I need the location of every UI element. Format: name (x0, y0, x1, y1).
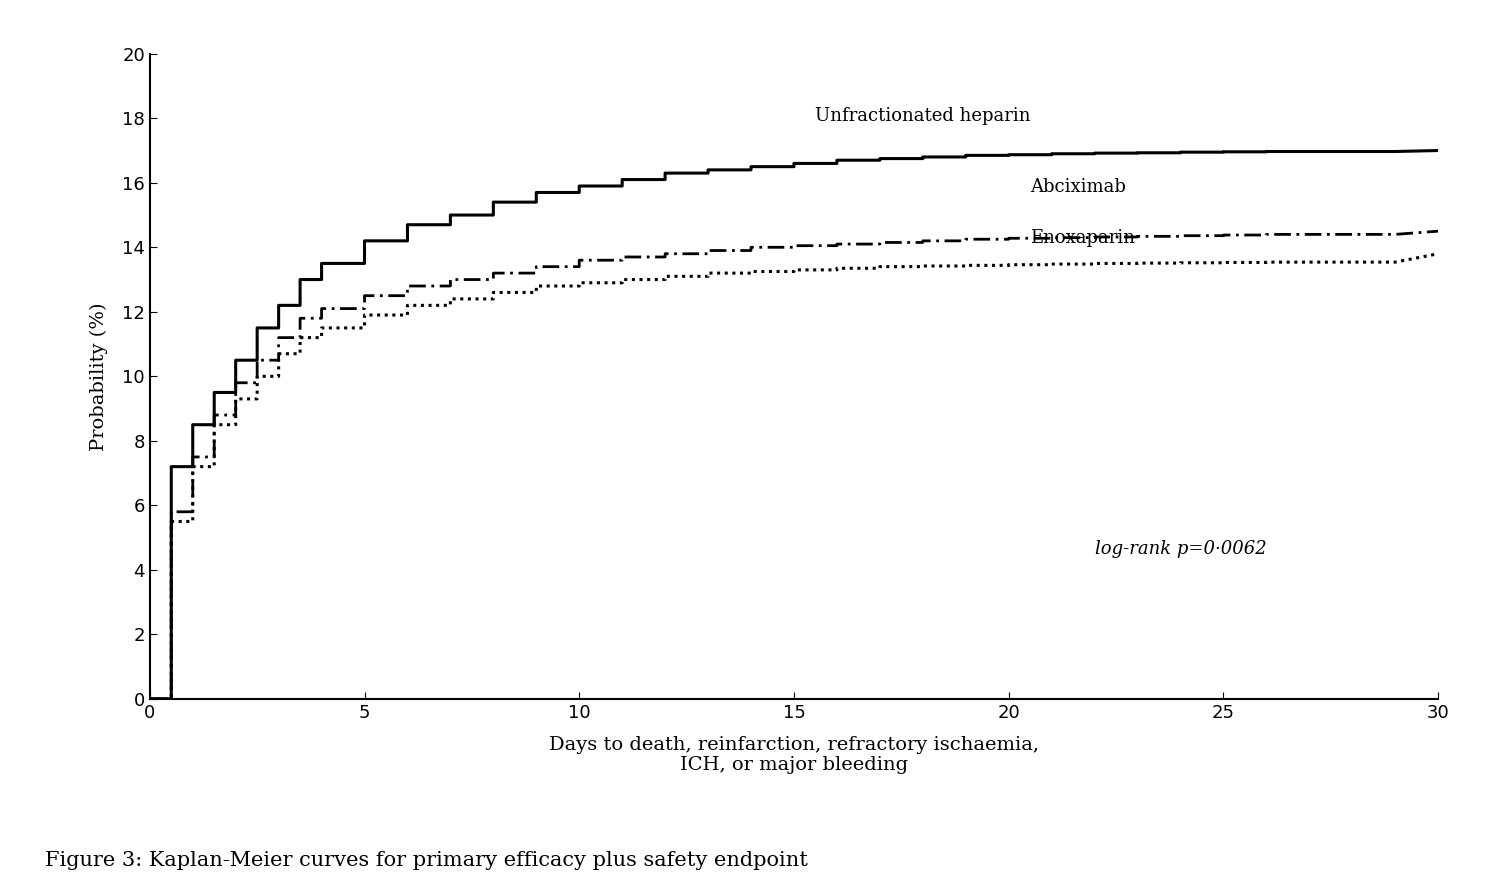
Text: Enoxaparin: Enoxaparin (1031, 229, 1135, 247)
X-axis label: Days to death, reinfarction, refractory ischaemia,
ICH, or major bleeding: Days to death, reinfarction, refractory … (548, 736, 1040, 774)
Text: Abciximab: Abciximab (1031, 177, 1126, 195)
Text: Figure 3: Kaplan-Meier curves for primary efficacy plus safety endpoint: Figure 3: Kaplan-Meier curves for primar… (45, 851, 807, 870)
Text: Unfractionated heparin: Unfractionated heparin (815, 107, 1031, 125)
Y-axis label: Probability (%): Probability (%) (90, 302, 108, 451)
Text: log-rank p=0·0062: log-rank p=0·0062 (1095, 539, 1266, 557)
